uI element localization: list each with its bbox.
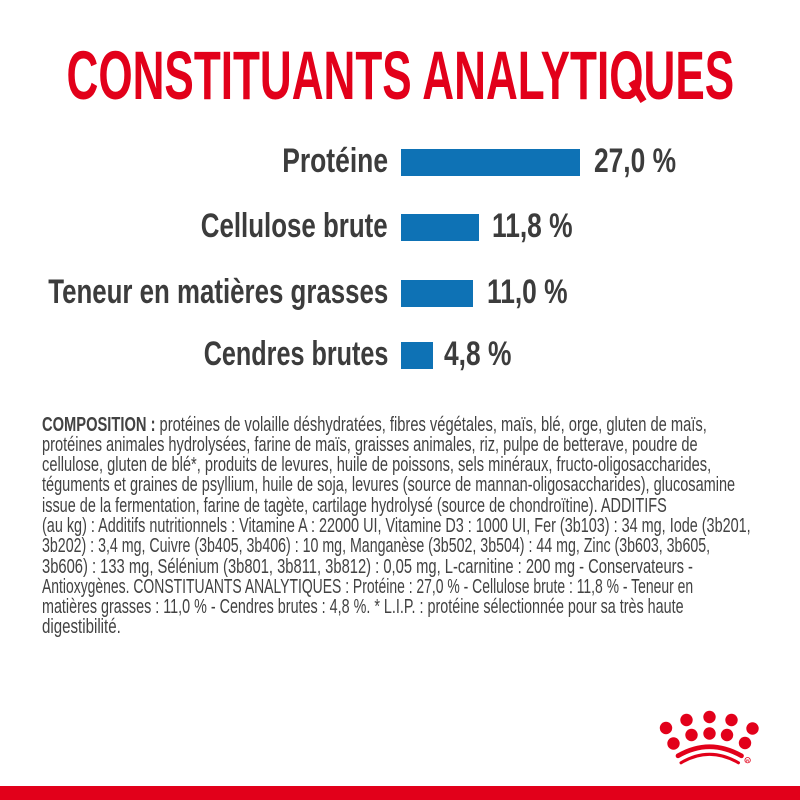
svg-text:R: R xyxy=(746,758,749,763)
